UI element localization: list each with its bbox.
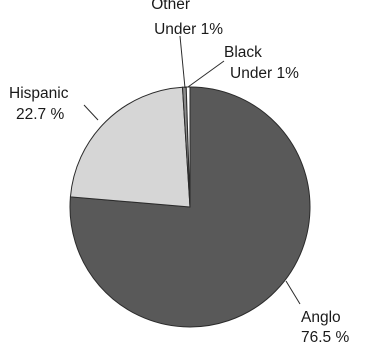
label-black-name: Black (224, 44, 262, 61)
label-anglo-value: 76.5 % (301, 329, 349, 345)
label-black-value: Under 1% (230, 65, 299, 82)
label-other-value: Under 1% (154, 21, 223, 38)
leader-lines (83, 35, 301, 305)
label-other-name: Other (151, 0, 190, 13)
pie-slice-hispanic (69, 86, 191, 208)
slice-labels: Other Under 1% Black Under 1% Hispanic 2… (9, 0, 349, 345)
leader-line-hispanic (83, 104, 99, 121)
label-hispanic-name: Hispanic (9, 85, 69, 102)
label-anglo-name: Anglo (301, 309, 341, 326)
label-hispanic-value: 22.7 % (16, 106, 64, 123)
leader-line-black (187, 60, 225, 88)
pie-slices (69, 86, 311, 328)
leader-line-anglo (285, 280, 301, 305)
leader-line-other (179, 35, 186, 89)
